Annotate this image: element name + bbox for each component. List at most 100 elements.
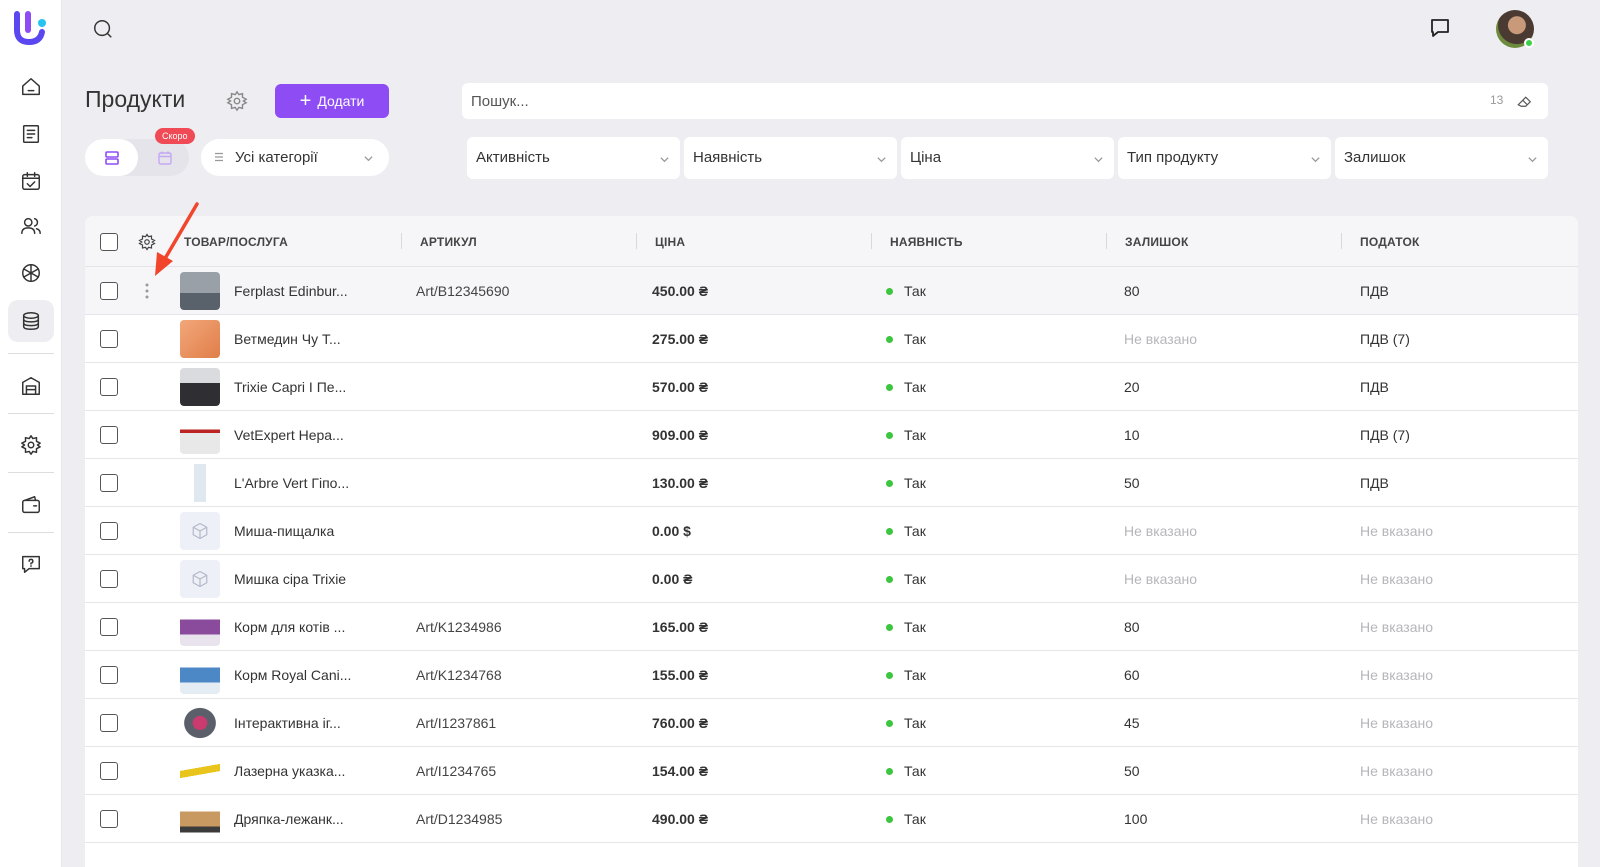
product-thumbnail bbox=[180, 800, 220, 838]
row-checkbox[interactable] bbox=[100, 570, 118, 588]
row-checkbox[interactable] bbox=[100, 330, 118, 348]
column-header-sku[interactable]: АРТИКУЛ bbox=[420, 235, 477, 249]
table-row[interactable]: Корм Royal Cani... Art/K1234768 155.00 ₴ Та… bbox=[85, 651, 1578, 699]
sidebar-item-calendar[interactable] bbox=[8, 160, 54, 202]
column-header-product[interactable]: ТОВАР/ПОСЛУГА bbox=[184, 235, 288, 249]
column-header-stock[interactable]: ЗАЛИШОК bbox=[1125, 235, 1189, 249]
row-checkbox[interactable] bbox=[100, 378, 118, 396]
product-thumbnail bbox=[180, 752, 220, 790]
product-stock: 20 bbox=[1124, 379, 1140, 395]
search-icon[interactable] bbox=[92, 18, 114, 40]
sidebar-item-warehouse[interactable] bbox=[8, 365, 54, 407]
availability-status-dot bbox=[886, 288, 893, 295]
availability-status-dot bbox=[886, 576, 893, 583]
column-header-tax[interactable]: ПОДАТОК bbox=[1360, 235, 1420, 249]
wallet-icon bbox=[22, 496, 40, 514]
app-logo[interactable] bbox=[14, 10, 48, 46]
product-stock: 80 bbox=[1124, 283, 1140, 299]
search-input[interactable] bbox=[471, 83, 1451, 119]
row-checkbox[interactable] bbox=[100, 426, 118, 444]
product-stock: Не вказано bbox=[1124, 571, 1198, 587]
table-row[interactable]: VetExpert Hepa... 909.00 ₴ Так 10 ПДВ (7) bbox=[85, 411, 1578, 459]
sidebar-item-products[interactable] bbox=[8, 300, 54, 342]
gear-icon[interactable] bbox=[226, 90, 248, 112]
settings-icon bbox=[21, 435, 41, 455]
eraser-icon[interactable] bbox=[1516, 92, 1534, 110]
availability-status-dot bbox=[886, 816, 893, 823]
product-availability: Так bbox=[904, 619, 926, 635]
warehouse-icon bbox=[22, 377, 40, 395]
chevron-down-icon bbox=[1094, 157, 1103, 163]
filter-price[interactable]: Ціна bbox=[901, 137, 1114, 179]
product-stock: 60 bbox=[1124, 667, 1140, 683]
column-header-availability[interactable]: НАЯВНІСТЬ bbox=[890, 235, 963, 249]
table-row[interactable]: L'Arbre Vert Гіпо... 130.00 ₴ Так 50 ПДВ bbox=[85, 459, 1578, 507]
sidebar-item-wallet[interactable] bbox=[8, 484, 54, 526]
chat-icon[interactable] bbox=[1428, 16, 1452, 40]
row-checkbox[interactable] bbox=[100, 714, 118, 732]
product-price: 490.00 ₴ bbox=[652, 811, 709, 827]
product-tax: Не вказано bbox=[1360, 523, 1434, 539]
row-checkbox[interactable] bbox=[100, 666, 118, 684]
product-stock: 50 bbox=[1124, 475, 1140, 491]
row-checkbox[interactable] bbox=[100, 618, 118, 636]
column-divider bbox=[636, 233, 637, 249]
chevron-down-icon bbox=[1311, 157, 1320, 163]
product-price: 909.00 ₴ bbox=[652, 427, 709, 443]
product-placeholder-icon bbox=[180, 512, 220, 550]
row-checkbox[interactable] bbox=[100, 810, 118, 828]
table-row[interactable]: Дряпка-лежанк... Art/D1234985 490.00 ₴ Так 1… bbox=[85, 795, 1578, 843]
table-row[interactable]: Ferplast Edinbur... Art/B12345690 450.00 ₴… bbox=[85, 267, 1578, 315]
product-tax: Не вказано bbox=[1360, 715, 1434, 731]
table-row[interactable]: Корм для котів ... Art/K1234986 165.00 ₴ Та… bbox=[85, 603, 1578, 651]
product-availability: Так bbox=[904, 523, 926, 539]
sidebar-item-clients[interactable] bbox=[8, 205, 54, 247]
table-row[interactable]: Інтерактивна іг... Art/I1237861 760.00 ₴ Та… bbox=[85, 699, 1578, 747]
product-price: 275.00 ₴ bbox=[652, 331, 709, 347]
category-select[interactable]: Усі категорії bbox=[201, 139, 389, 176]
product-tax: ПДВ (7) bbox=[1360, 331, 1410, 347]
table-row[interactable]: Trixie Capri I Пе... 570.00 ₴ Так 20 ПДВ bbox=[85, 363, 1578, 411]
product-name: Лазерна указка... bbox=[234, 763, 346, 779]
product-tax: Не вказано bbox=[1360, 763, 1434, 779]
list-view-button[interactable] bbox=[85, 139, 138, 176]
sidebar-item-settings[interactable] bbox=[8, 424, 54, 466]
row-checkbox[interactable] bbox=[100, 474, 118, 492]
product-price: 0.00 ₴ bbox=[652, 571, 693, 587]
select-all-checkbox[interactable] bbox=[100, 233, 118, 251]
product-stock: 50 bbox=[1124, 763, 1140, 779]
gear-icon[interactable] bbox=[138, 233, 156, 251]
table-row[interactable]: Лазерна указка... Art/I1234765 154.00 ₴ Так… bbox=[85, 747, 1578, 795]
filter-stock[interactable]: Залишок bbox=[1335, 137, 1548, 179]
table-row[interactable]: Ветмедин Чу Т... 275.00 ₴ Так Не вказано ПДВ… bbox=[85, 315, 1578, 363]
filter-availability[interactable]: Наявність bbox=[684, 137, 897, 179]
product-thumbnail bbox=[180, 272, 220, 310]
add-button[interactable]: + Додати bbox=[275, 84, 389, 118]
product-tax: ПДВ bbox=[1360, 283, 1389, 299]
calendar-view-button[interactable] bbox=[143, 139, 187, 176]
soon-badge: Скоро bbox=[155, 128, 195, 144]
sidebar-item-help[interactable] bbox=[8, 543, 54, 585]
row-checkbox[interactable] bbox=[100, 762, 118, 780]
more-options-icon[interactable] bbox=[145, 283, 149, 299]
row-checkbox[interactable] bbox=[100, 522, 118, 540]
sidebar-item-journal[interactable] bbox=[8, 113, 54, 155]
column-header-price[interactable]: ЦІНА bbox=[655, 235, 686, 249]
filter-activity[interactable]: Активність bbox=[467, 137, 680, 179]
product-stock: 80 bbox=[1124, 619, 1140, 635]
column-divider bbox=[1341, 233, 1342, 249]
table-row[interactable]: Мишка сіра Trixie 0.00 ₴ Так Не вказано Не в… bbox=[85, 555, 1578, 603]
product-name: Корм Royal Cani... bbox=[234, 667, 352, 683]
column-divider bbox=[401, 233, 402, 249]
product-name: Дряпка-лежанк... bbox=[234, 811, 344, 827]
filter-product-type[interactable]: Тип продукту bbox=[1118, 137, 1331, 179]
chevron-down-icon bbox=[364, 156, 373, 162]
product-availability: Так bbox=[904, 667, 926, 683]
sidebar-item-services[interactable] bbox=[8, 252, 54, 294]
product-placeholder-icon bbox=[180, 560, 220, 598]
availability-status-dot bbox=[886, 768, 893, 775]
table-row[interactable]: Миша-пищалка 0.00 $ Так Не вказано Не вказан… bbox=[85, 507, 1578, 555]
row-checkbox[interactable] bbox=[100, 282, 118, 300]
product-availability: Так bbox=[904, 331, 926, 347]
sidebar-item-home[interactable] bbox=[8, 66, 54, 108]
